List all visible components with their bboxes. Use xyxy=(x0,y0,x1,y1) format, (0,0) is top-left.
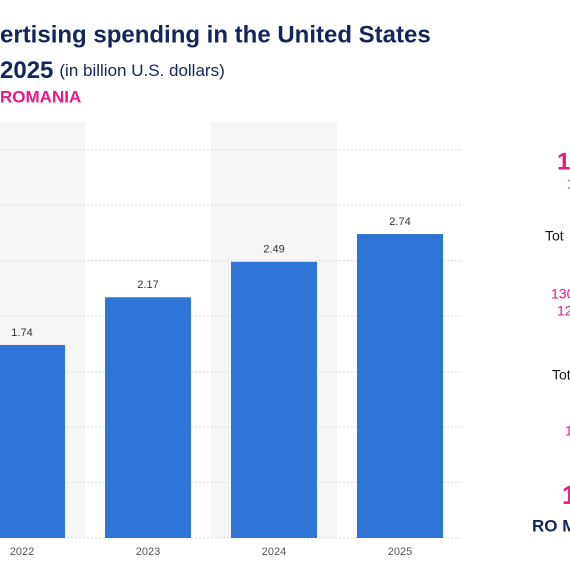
sidebar-text: 130 xyxy=(551,286,570,302)
chart-subtitle: 2025 (in billion U.S. dollars) xyxy=(0,57,225,84)
x-tick-label: 2024 xyxy=(262,546,286,558)
source: ROMANIA xyxy=(0,87,81,106)
bar xyxy=(0,344,65,538)
x-tick-label: 2025 xyxy=(388,546,412,558)
sidebar: 11Tot13012Tot11RO M xyxy=(532,148,570,535)
bar xyxy=(105,297,191,538)
x-tick-label: 2023 xyxy=(136,546,160,558)
sidebar-text: 1 xyxy=(567,176,570,192)
bar xyxy=(231,261,317,538)
value-label: 2.17 xyxy=(137,279,158,291)
sidebar-text: 1 xyxy=(557,148,570,175)
bar xyxy=(357,234,443,538)
sidebar-text: RO M xyxy=(532,516,570,535)
x-tick-label: 2022 xyxy=(10,546,34,558)
sidebar-text: Tot xyxy=(545,228,564,244)
chart-title: ertising spending in the United States xyxy=(0,21,431,48)
subtitle-unit: (in billion U.S. dollars) xyxy=(59,61,224,80)
value-label: 1.74 xyxy=(11,327,32,339)
plot-area: 2022 1.74 2023 2.17 2024 2.49 2025 2.74 xyxy=(0,122,463,558)
sidebar-text: 1 xyxy=(565,423,570,439)
value-label: 2.49 xyxy=(263,244,284,256)
sidebar-text: Tot xyxy=(552,367,570,383)
sidebar-text: 12 xyxy=(557,303,570,319)
sidebar-text: 1 xyxy=(562,480,570,510)
subtitle-year: 2025 xyxy=(0,57,53,84)
value-label: 2.74 xyxy=(389,216,410,228)
